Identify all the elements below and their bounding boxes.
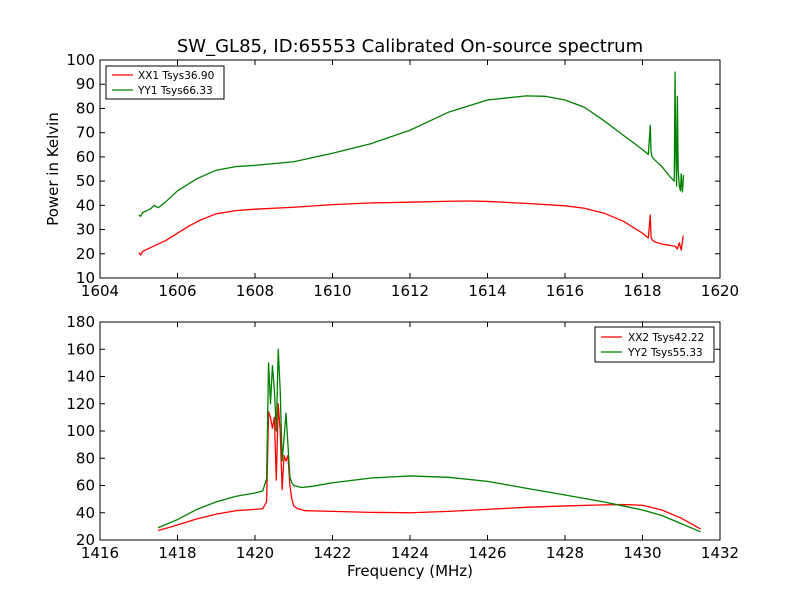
bottom-x-tick-label: 1430 bbox=[623, 544, 661, 562]
bottom-x-tick-label: 1418 bbox=[158, 544, 196, 562]
bottom-x-axis-label: Frequency (MHz) bbox=[347, 562, 473, 580]
bottom-y-tick-label: 80 bbox=[76, 449, 95, 467]
bottom-x-tick-label: 1428 bbox=[546, 544, 584, 562]
bottom-x-tick-label: 1432 bbox=[701, 544, 739, 562]
bottom-y-tick-label: 180 bbox=[66, 313, 95, 331]
top-y-tick-label: 60 bbox=[76, 148, 95, 166]
bottom-y-tick-label: 60 bbox=[76, 477, 95, 495]
bottom-chart-panel: Frequency (MHz) 1416 1418 1420 1422 1424 1426… bbox=[66, 313, 739, 580]
top-y-tick-label: 50 bbox=[76, 172, 95, 190]
top-x-tick-label: 1604 bbox=[81, 282, 119, 300]
top-y-tick-label: 40 bbox=[76, 196, 95, 214]
bottom-y-tick-label: 160 bbox=[66, 340, 95, 358]
top-axis-ticks: 1604 1606 1608 1610 1612 1614 1616 1618 1620 10 20… bbox=[66, 51, 739, 300]
bottom-y-tick-label: 20 bbox=[76, 531, 95, 549]
top-y-tick-label: 90 bbox=[76, 75, 95, 93]
top-series-line-xx bbox=[138, 200, 684, 256]
top-x-tick-label: 1610 bbox=[313, 282, 351, 300]
top-y-tick-label: 10 bbox=[76, 269, 95, 287]
top-y-axis-label: Power in Kelvin bbox=[44, 112, 62, 226]
top-x-tick-label: 1614 bbox=[468, 282, 506, 300]
top-x-tick-label: 1606 bbox=[158, 282, 196, 300]
top-y-tick-label: 100 bbox=[66, 51, 95, 69]
top-x-tick-label: 1608 bbox=[236, 282, 274, 300]
top-y-tick-label: 30 bbox=[76, 221, 95, 239]
bottom-y-tick-label: 120 bbox=[66, 395, 95, 413]
bottom-y-tick-label: 40 bbox=[76, 504, 95, 522]
top-legend-label-xx1: XX1 Tsys36.90 bbox=[138, 70, 214, 82]
top-legend-label-yy1: YY1 Tsys66.33 bbox=[137, 85, 213, 97]
top-y-tick-label: 70 bbox=[76, 124, 95, 142]
top-series-line-yy bbox=[138, 71, 685, 217]
top-legend: XX1 Tsys36.90 YY1 Tsys66.33 bbox=[105, 65, 225, 100]
bottom-legend-box bbox=[594, 326, 715, 363]
bottom-series-line-yy bbox=[157, 348, 701, 533]
bottom-x-tick-label: 1420 bbox=[236, 544, 274, 562]
top-x-tick-label: 1612 bbox=[391, 282, 429, 300]
top-x-tick-label: 1616 bbox=[546, 282, 584, 300]
bottom-y-tick-label: 140 bbox=[66, 368, 95, 386]
bottom-legend-label-xx2: XX2 Tsys42.22 bbox=[628, 332, 704, 344]
bottom-axis-ticks: 1416 1418 1420 1422 1424 1426 1428 1430 1432 20 40… bbox=[66, 313, 739, 562]
top-series-group bbox=[138, 71, 685, 256]
top-y-tick-label: 20 bbox=[76, 245, 95, 263]
top-x-tick-label: 1618 bbox=[623, 282, 661, 300]
bottom-x-tick-label: 1426 bbox=[468, 544, 506, 562]
top-chart-title: SW_GL85, ID:65553 Calibrated On-source s… bbox=[177, 36, 643, 57]
top-legend-box bbox=[105, 65, 225, 100]
bottom-legend-label-yy2: YY2 Tsys55.33 bbox=[627, 347, 703, 359]
top-x-tick-label: 1620 bbox=[701, 282, 739, 300]
bottom-legend: XX2 Tsys42.22 YY2 Tsys55.33 bbox=[594, 326, 715, 363]
top-chart-panel: SW_GL85, ID:65553 Calibrated On-source s… bbox=[44, 36, 739, 300]
bottom-series-group bbox=[157, 348, 701, 533]
top-y-tick-label: 80 bbox=[76, 99, 95, 117]
bottom-x-tick-label: 1424 bbox=[391, 544, 429, 562]
top-axes-frame bbox=[99, 59, 721, 279]
bottom-x-tick-label: 1416 bbox=[81, 544, 119, 562]
bottom-y-tick-label: 100 bbox=[66, 422, 95, 440]
bottom-x-tick-label: 1422 bbox=[313, 544, 351, 562]
bottom-axes-frame bbox=[99, 321, 721, 541]
